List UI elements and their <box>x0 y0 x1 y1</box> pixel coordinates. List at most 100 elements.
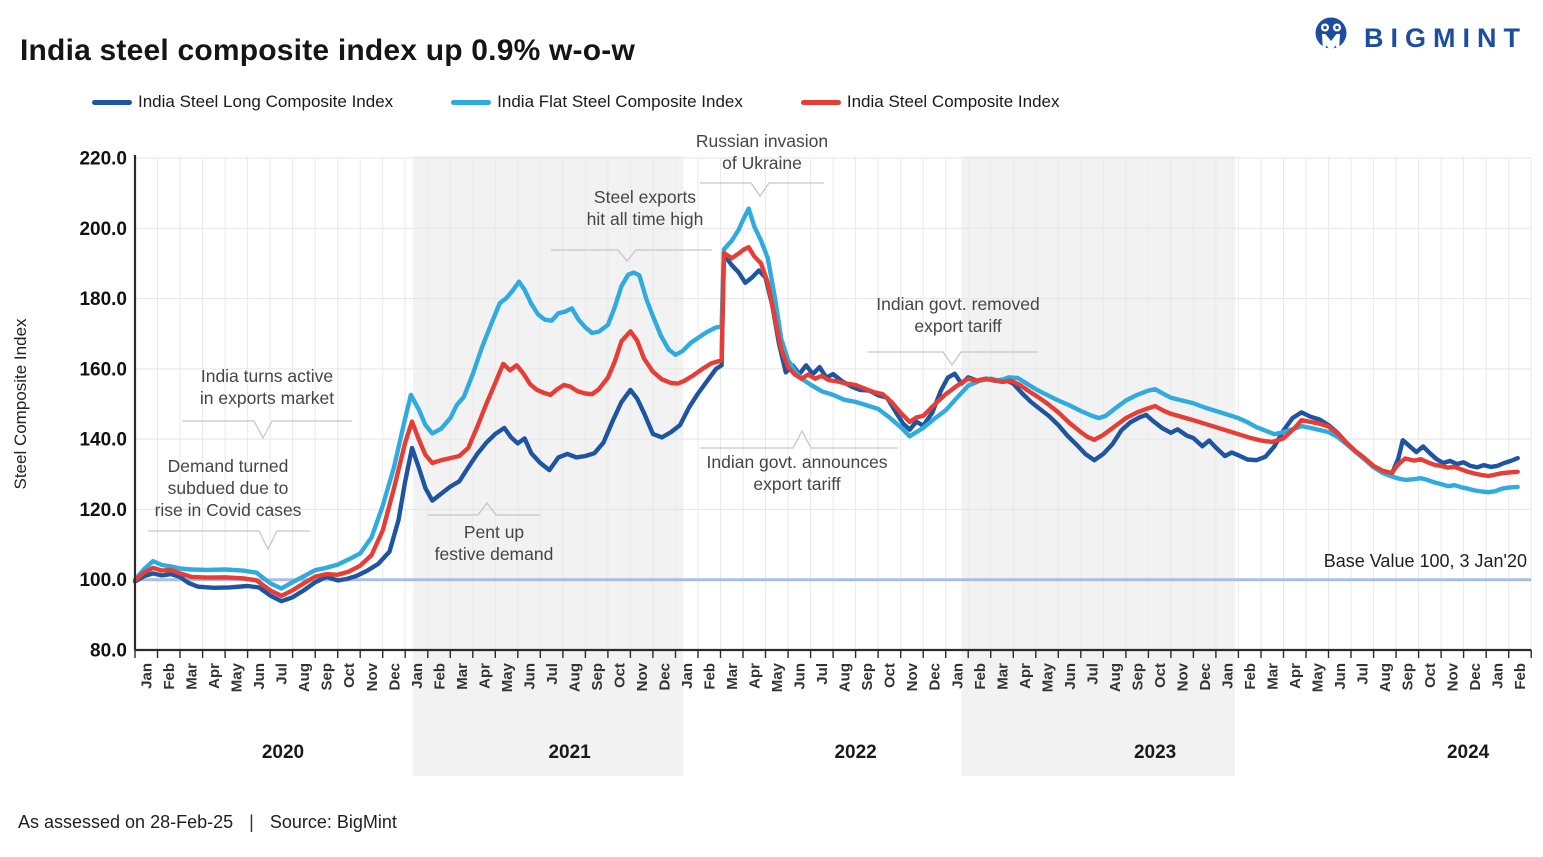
svg-text:Mar: Mar <box>724 663 741 690</box>
source-label: Source: BigMint <box>269 812 397 832</box>
v-gridlines <box>157 158 1532 650</box>
svg-text:120.0: 120.0 <box>79 500 127 521</box>
series-line-2 <box>132 245 1520 599</box>
svg-text:Mar: Mar <box>454 663 471 690</box>
annotation: India turns active in exports market <box>182 366 352 440</box>
svg-text:Apr: Apr <box>747 663 764 689</box>
svg-text:Dec: Dec <box>1467 663 1484 691</box>
svg-text:Aug: Aug <box>837 663 854 692</box>
svg-text:Jan: Jan <box>409 663 426 689</box>
page-title: India steel composite index up 0.9% w-o-… <box>20 34 635 67</box>
svg-text:Mar: Mar <box>1264 663 1281 690</box>
svg-text:Sep: Sep <box>1400 663 1417 691</box>
legend-label: India Steel Composite Index <box>846 92 1060 111</box>
svg-text:Sep: Sep <box>589 663 606 691</box>
svg-text:Jul: Jul <box>814 663 831 685</box>
svg-text:Aug: Aug <box>1107 663 1124 692</box>
svg-text:Jun: Jun <box>792 663 809 690</box>
svg-text:Apr: Apr <box>1017 663 1034 689</box>
svg-text:Dec: Dec <box>927 663 944 691</box>
svg-text:Sep: Sep <box>1129 663 1146 691</box>
legend-swatch-icon <box>92 99 132 105</box>
svg-text:2021: 2021 <box>548 742 591 763</box>
svg-text:Feb: Feb <box>431 663 448 690</box>
svg-text:Mar: Mar <box>184 663 201 690</box>
svg-text:Oct: Oct <box>882 663 899 688</box>
svg-text:May: May <box>229 662 246 692</box>
bigmint-logo-icon <box>1308 12 1354 65</box>
annotation: Indian govt. removed export tariff <box>868 294 1040 367</box>
footer-divider: | <box>249 812 254 832</box>
svg-text:Jun: Jun <box>1332 663 1349 690</box>
svg-text:Dec: Dec <box>386 663 403 691</box>
svg-text:Aug: Aug <box>1377 663 1394 692</box>
svg-text:Jan: Jan <box>139 663 156 689</box>
legend-swatch-icon <box>451 99 492 105</box>
svg-text:Jul: Jul <box>274 663 291 685</box>
svg-text:Feb: Feb <box>701 663 718 690</box>
legend-item-2: India Steel Composite Index <box>800 92 1060 112</box>
x-axis-labels: Jan Feb Mar Apr May Jun Jul Aug Sep Oct Nov Dec Jan F… <box>139 662 1530 692</box>
svg-text:Nov: Nov <box>634 662 651 691</box>
svg-text:Jun: Jun <box>521 663 538 690</box>
y-axis-title: Steel Composite Index <box>11 318 30 490</box>
legend-swatch-icon <box>800 99 841 105</box>
svg-text:Jul: Jul <box>544 663 561 685</box>
svg-text:Sep: Sep <box>859 663 876 691</box>
legend-item-1: India Flat Steel Composite Index <box>451 92 743 112</box>
svg-text:Jun: Jun <box>1062 663 1079 690</box>
svg-text:May: May <box>1039 662 1056 692</box>
svg-text:Sep: Sep <box>319 663 336 691</box>
annotation: Steel exports hit all time high <box>551 187 712 263</box>
svg-text:Feb: Feb <box>972 663 989 690</box>
year-bands <box>413 156 1236 776</box>
annotation: Pent up festive demand <box>428 501 554 564</box>
legend-label: India Steel Long Composite Index <box>138 92 394 111</box>
svg-text:Nov: Nov <box>364 662 381 691</box>
svg-text:80.0: 80.0 <box>90 641 127 662</box>
svg-text:Aug: Aug <box>296 663 313 692</box>
x-axis-ticks <box>134 650 1532 658</box>
base-value-note: Base Value 100, 3 Jan'20 <box>1324 551 1527 571</box>
svg-text:220.0: 220.0 <box>79 149 127 170</box>
svg-text:2022: 2022 <box>834 742 876 763</box>
annotation: Demand turned subdued due to rise in Covid… <box>148 456 310 551</box>
svg-text:Mar: Mar <box>994 663 1011 690</box>
svg-text:Jan: Jan <box>1219 663 1236 689</box>
series-line-1 <box>132 206 1520 591</box>
svg-text:Nov: Nov <box>904 662 921 691</box>
svg-text:100.0: 100.0 <box>79 570 127 591</box>
svg-text:Feb: Feb <box>161 663 178 690</box>
annotation: Russian invasion of Ukraine <box>696 131 828 198</box>
svg-text:2020: 2020 <box>262 742 304 763</box>
svg-text:Apr: Apr <box>1287 663 1304 689</box>
svg-text:May: May <box>1310 662 1327 692</box>
svg-text:Aug: Aug <box>566 663 583 692</box>
year-labels: 2020 2021 2022 2023 2024 <box>262 742 1490 763</box>
svg-text:2023: 2023 <box>1134 742 1176 763</box>
svg-text:160.0: 160.0 <box>79 359 127 380</box>
svg-text:Jul: Jul <box>1355 663 1372 685</box>
svg-text:May: May <box>499 662 516 692</box>
svg-text:Jan: Jan <box>949 663 966 689</box>
bigmint-logo: BIGMINT <box>1308 12 1527 65</box>
svg-text:Apr: Apr <box>476 663 493 689</box>
svg-text:Feb: Feb <box>1512 663 1529 690</box>
svg-text:2024: 2024 <box>1447 742 1490 763</box>
svg-text:Dec: Dec <box>1197 663 1214 691</box>
svg-text:Nov: Nov <box>1445 662 1462 691</box>
svg-text:Nov: Nov <box>1174 662 1191 691</box>
svg-text:Jan: Jan <box>1490 663 1507 689</box>
svg-text:Oct: Oct <box>1152 663 1169 688</box>
svg-text:Apr: Apr <box>206 663 223 689</box>
svg-text:Dec: Dec <box>656 663 673 691</box>
